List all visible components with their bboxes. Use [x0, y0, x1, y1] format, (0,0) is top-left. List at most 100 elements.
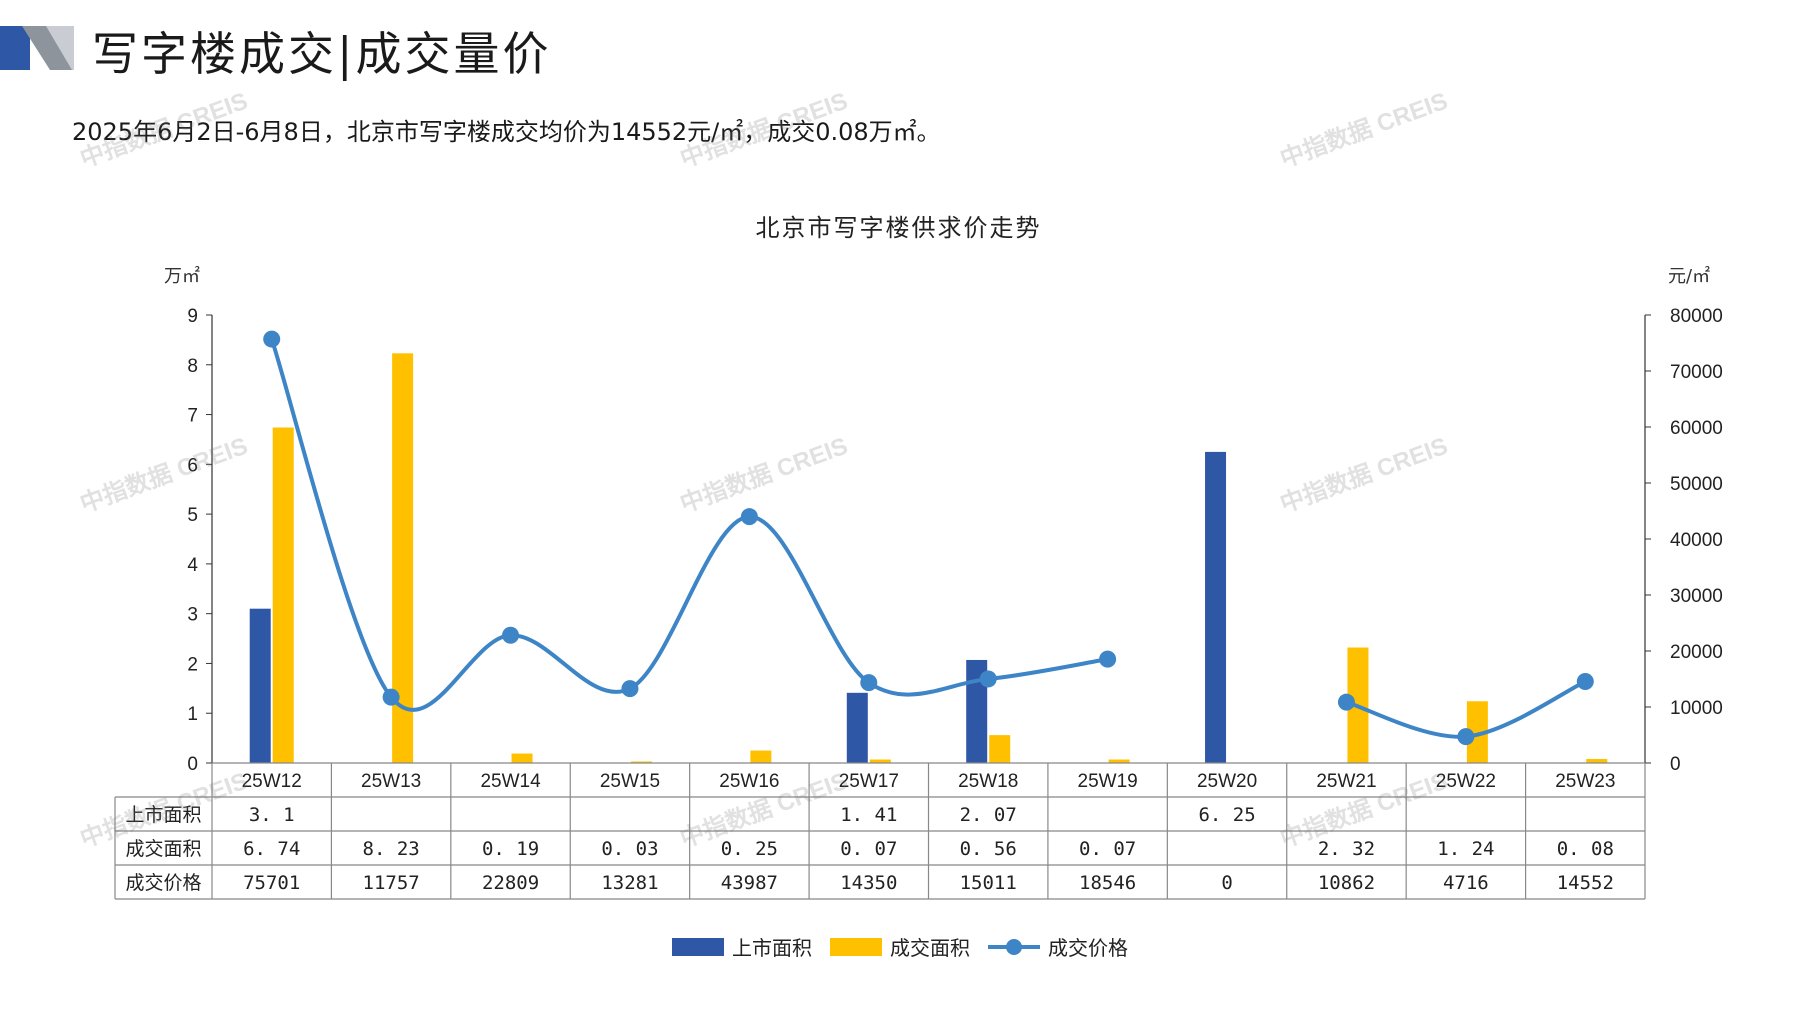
- bar-listed: [846, 692, 868, 763]
- bar-listed: [1205, 451, 1227, 763]
- table-cell-value: 18546: [1079, 872, 1136, 894]
- price-point: [1576, 673, 1594, 691]
- table-cell-value: 13281: [601, 872, 658, 894]
- bar-traded: [511, 753, 533, 763]
- table-row-header: 成交价格: [125, 872, 201, 894]
- legend-label: 上市面积: [732, 936, 812, 960]
- legend-label: 成交面积: [890, 936, 970, 960]
- left-tick-label: 3: [187, 605, 198, 626]
- category-label: 25W21: [1316, 771, 1376, 792]
- bar-traded: [392, 353, 414, 763]
- page-title: 写字楼成交|成交量价: [92, 27, 552, 81]
- price-point: [1099, 650, 1117, 668]
- table-cell-value: 0. 56: [960, 838, 1017, 860]
- category-label: 25W22: [1436, 771, 1496, 792]
- price-point: [740, 508, 758, 526]
- left-tick-label: 6: [187, 455, 198, 476]
- table-cell-value: 10862: [1318, 872, 1375, 894]
- summary-text: 2025年6月2日-6月8日，北京市写字楼成交均价为14552元/㎡，成交0.0…: [72, 118, 941, 146]
- table-cell-value: 0. 19: [482, 838, 539, 860]
- table-cell-value: 43987: [721, 872, 778, 894]
- category-label: 25W17: [839, 771, 899, 792]
- price-point: [263, 330, 281, 348]
- right-tick-label: 20000: [1670, 642, 1723, 663]
- table-cell-value: 2. 32: [1318, 838, 1375, 860]
- left-tick-label: 4: [187, 555, 198, 576]
- left-tick-label: 1: [187, 704, 198, 725]
- right-axis-unit: 元/㎡: [1668, 266, 1711, 287]
- table-cell-value: 4716: [1443, 872, 1489, 894]
- legend-swatch-point: [1006, 939, 1022, 955]
- category-label: 25W13: [361, 771, 421, 792]
- bar-listed: [966, 659, 988, 763]
- bar-traded: [630, 761, 652, 763]
- left-tick-label: 5: [187, 505, 198, 526]
- category-label: 25W14: [480, 771, 541, 792]
- price-point: [860, 674, 878, 692]
- legend-label: 成交价格: [1048, 936, 1128, 960]
- category-label: 25W12: [242, 771, 302, 792]
- price-point: [502, 626, 520, 644]
- table-cell-value: 14350: [840, 872, 897, 894]
- table-cell-value: 0. 08: [1557, 838, 1614, 860]
- left-tick-label: 8: [187, 356, 198, 377]
- category-label: 25W15: [600, 771, 660, 792]
- bar-traded: [869, 759, 891, 763]
- table-row-header: 上市面积: [125, 804, 201, 826]
- bar-traded: [272, 427, 294, 763]
- right-tick-label: 10000: [1670, 698, 1723, 719]
- price-line: [269, 338, 1108, 712]
- price-point: [382, 688, 400, 706]
- right-tick-label: 40000: [1670, 530, 1723, 551]
- legend-swatch: [672, 938, 724, 956]
- right-tick-label: 50000: [1670, 474, 1723, 495]
- table-cell-value: 6. 74: [243, 838, 300, 860]
- table-cell-value: 22809: [482, 872, 539, 894]
- right-tick-label: 80000: [1670, 306, 1723, 327]
- right-tick-label: 70000: [1670, 362, 1723, 383]
- table-cell-value: 1. 41: [840, 804, 897, 826]
- price-point: [1337, 693, 1355, 711]
- table-cell-value: 15011: [960, 872, 1017, 894]
- price-point: [621, 680, 639, 698]
- left-tick-label: 7: [187, 406, 198, 427]
- bar-traded: [1586, 759, 1608, 763]
- table-cell-value: 0. 07: [1079, 838, 1136, 860]
- table-cell-value: 6. 25: [1198, 804, 1255, 826]
- table-cell-value: 0. 07: [840, 838, 897, 860]
- bar-listed: [249, 608, 271, 763]
- table-cell-value: 75701: [243, 872, 300, 894]
- bar-traded: [989, 735, 1011, 763]
- bar-traded: [1466, 701, 1488, 763]
- bar-traded: [750, 750, 772, 763]
- chart-title: 北京市写字楼供求价走势: [755, 214, 1042, 242]
- right-tick-label: 0: [1670, 754, 1681, 775]
- category-label: 25W23: [1555, 771, 1615, 792]
- left-tick-label: 0: [187, 754, 198, 775]
- table-cell-value: 1. 24: [1437, 838, 1494, 860]
- table-cell-value: 11757: [363, 872, 420, 894]
- table-cell-value: 8. 23: [363, 838, 420, 860]
- table-cell-value: 0. 25: [721, 838, 778, 860]
- table-cell-value: 2. 07: [960, 804, 1017, 826]
- table-cell-value: 14552: [1557, 872, 1614, 894]
- category-label: 25W16: [719, 771, 779, 792]
- left-tick-label: 2: [187, 654, 198, 675]
- table-cell-value: 0: [1221, 872, 1232, 894]
- table-cell-value: 0. 03: [601, 838, 658, 860]
- left-tick-label: 9: [187, 306, 198, 327]
- price-point: [979, 670, 997, 688]
- right-tick-label: 60000: [1670, 418, 1723, 439]
- right-tick-label: 30000: [1670, 586, 1723, 607]
- table-row-header: 成交面积: [125, 838, 201, 860]
- legend-swatch: [830, 938, 882, 956]
- left-axis-unit: 万㎡: [164, 266, 200, 287]
- table-cell-value: 3. 1: [249, 804, 295, 826]
- category-label: 25W20: [1197, 771, 1257, 792]
- category-label: 25W18: [958, 771, 1018, 792]
- bar-traded: [1108, 759, 1130, 763]
- price-point: [1457, 728, 1475, 746]
- category-label: 25W19: [1078, 771, 1138, 792]
- logo-icon: [0, 26, 74, 70]
